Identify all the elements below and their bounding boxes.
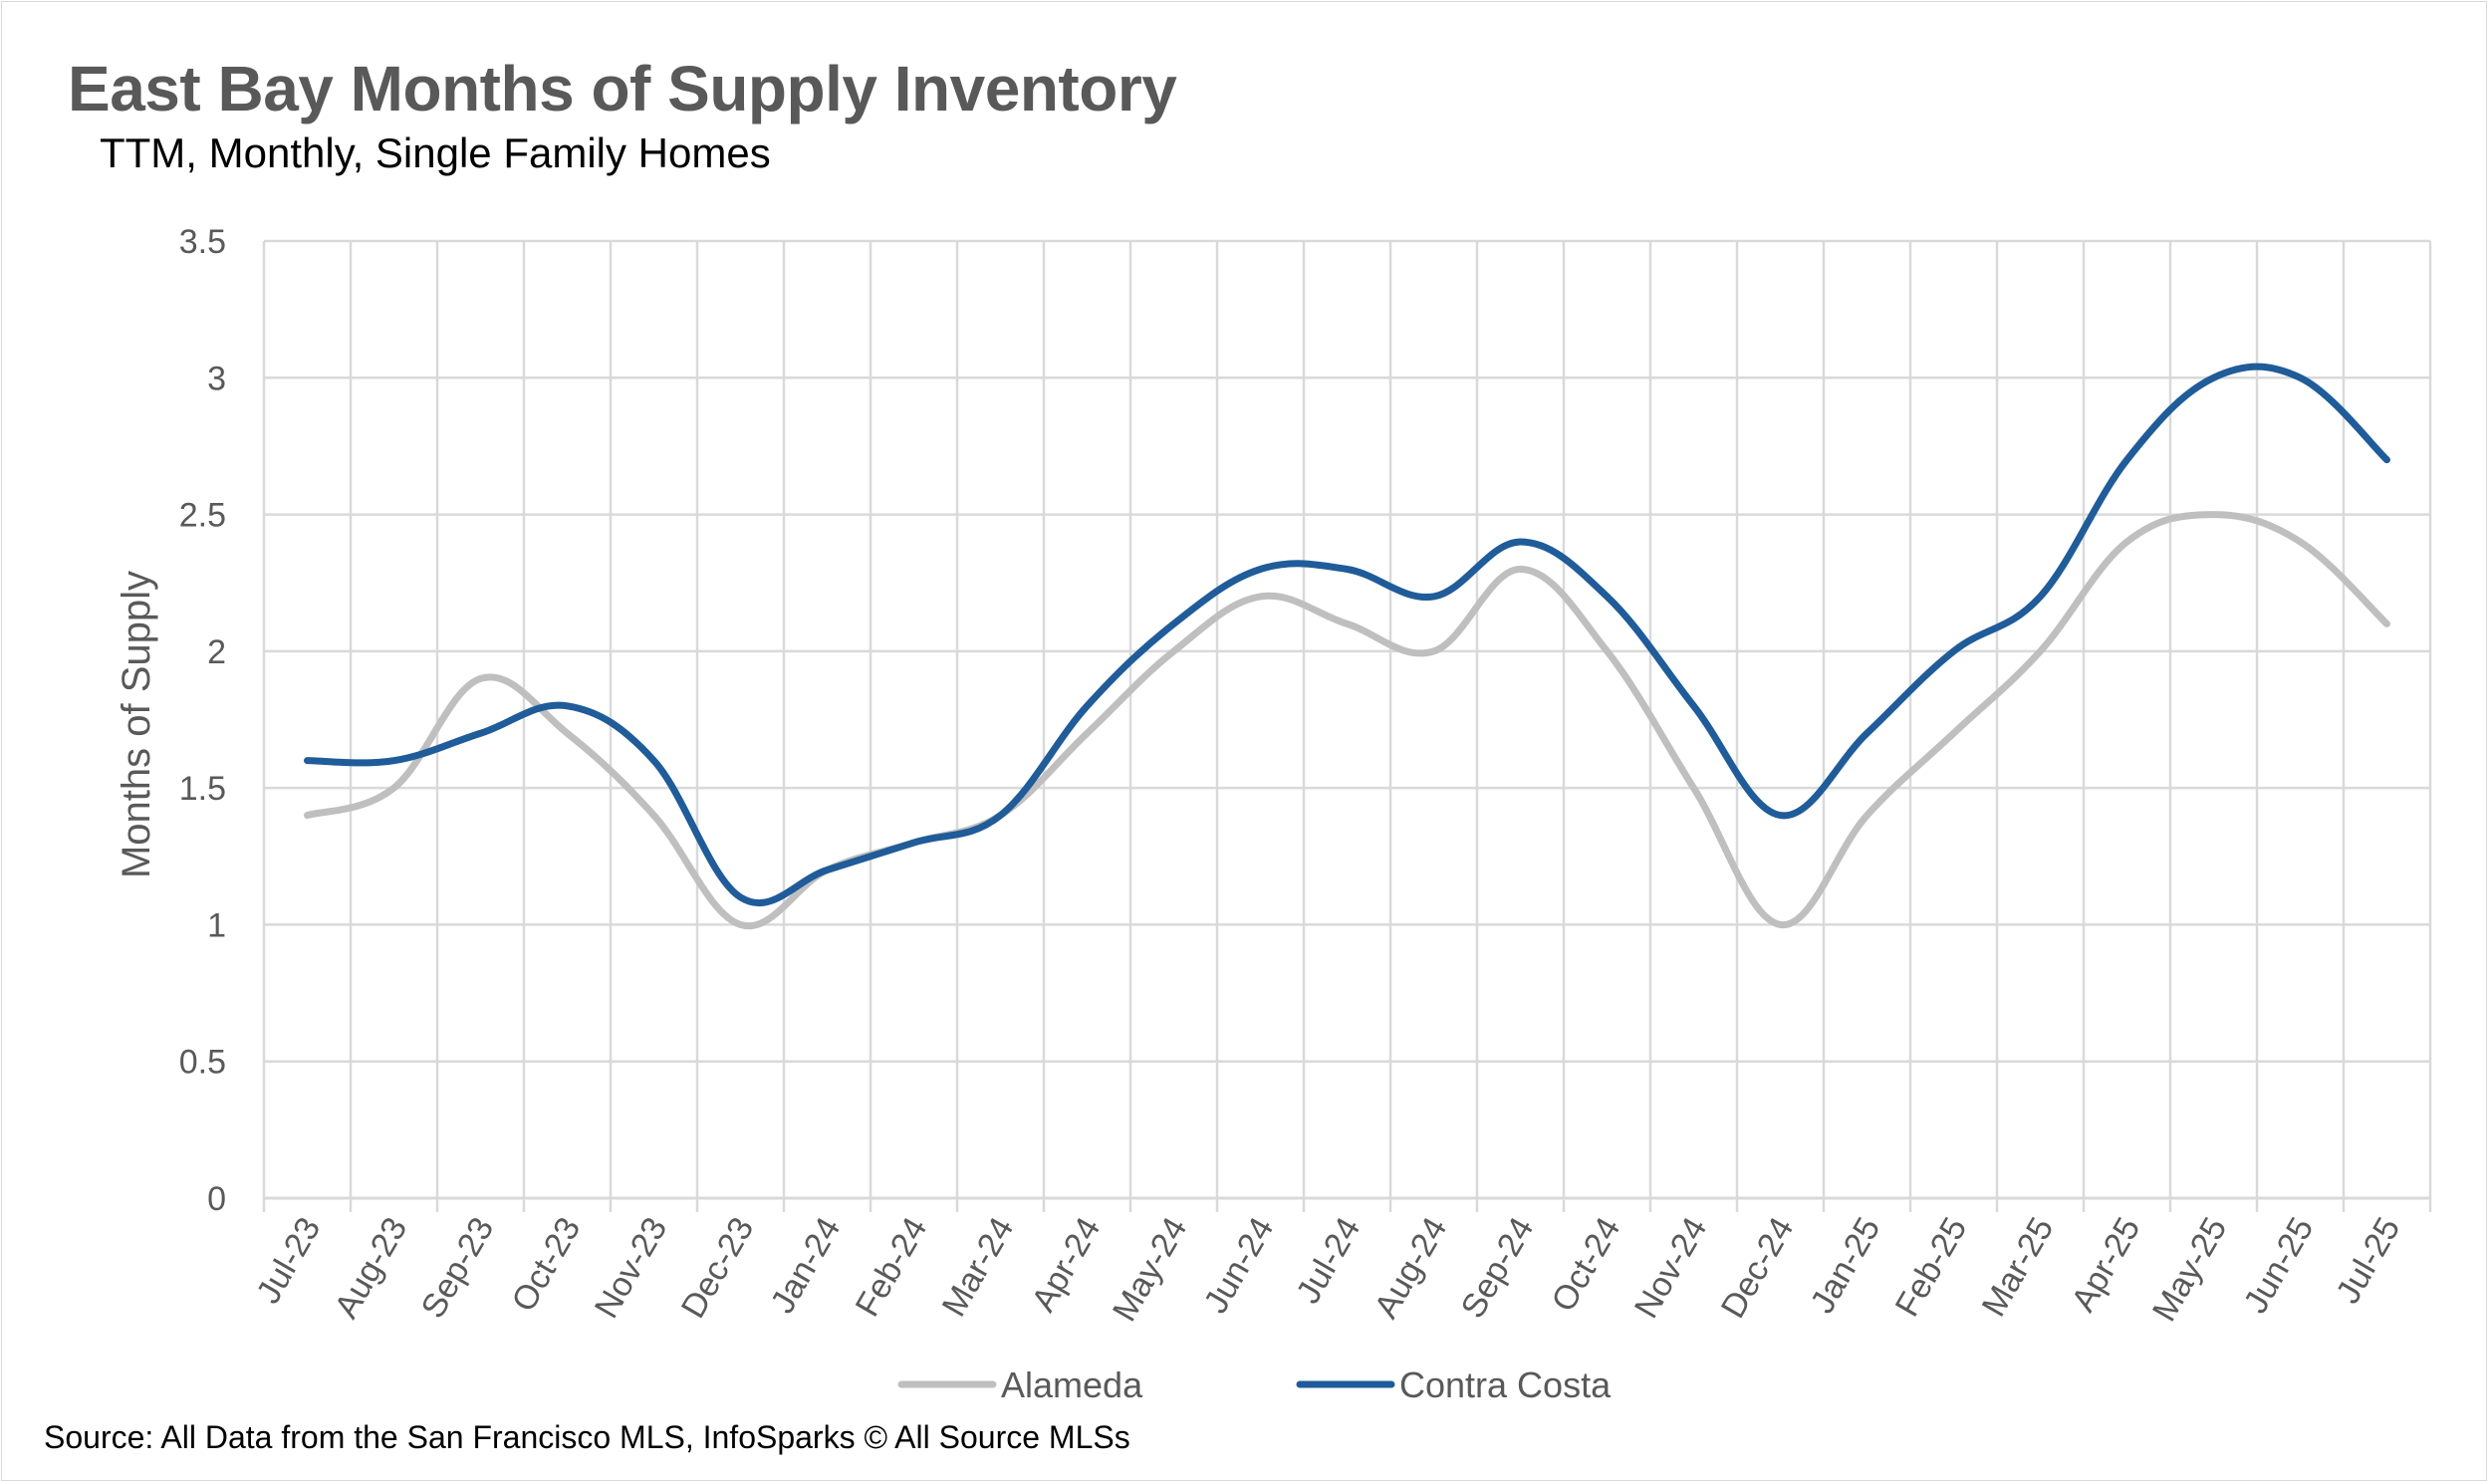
x-tick-label: Feb-24 <box>849 1211 935 1323</box>
x-tick-label: Jan-25 <box>1804 1211 1888 1320</box>
y-tick-label: 0.5 <box>179 1044 226 1082</box>
x-tick-label: Sep-24 <box>1454 1211 1542 1325</box>
y-tick-label: 1.5 <box>179 770 226 808</box>
y-tick-label: 0 <box>207 1180 226 1218</box>
x-tick-label: Aug-24 <box>1368 1211 1455 1325</box>
grid-lines <box>262 239 2432 1198</box>
x-tick-label: Jul-24 <box>1289 1211 1368 1310</box>
x-tick-label: Jul-25 <box>2329 1211 2407 1310</box>
series-line-contra-costa <box>304 363 2390 907</box>
x-tick-label: Mar-24 <box>935 1211 1022 1323</box>
y-axis-title: Months of Supply <box>115 571 158 878</box>
x-tick-label: Oct-23 <box>504 1211 588 1318</box>
source-note: Source: All Data from the San Francisco … <box>44 1419 1130 1455</box>
x-tick-label: Dec-24 <box>1714 1211 1802 1325</box>
y-tick-label: 2 <box>207 633 226 671</box>
x-tick-label: Jul-23 <box>249 1211 328 1310</box>
x-tick-label: Jun-24 <box>1197 1211 1282 1320</box>
x-tick-label: Mar-25 <box>1975 1211 2062 1323</box>
x-tick-label: Apr-25 <box>2064 1211 2147 1318</box>
x-tick-label: Aug-23 <box>328 1211 415 1325</box>
x-tick-label: May-24 <box>1106 1211 1195 1328</box>
x-tick-label: Nov-24 <box>1627 1211 1715 1325</box>
series-lines <box>304 363 2390 930</box>
x-tick-label: May-25 <box>2145 1211 2235 1328</box>
x-tick-label: Jun-25 <box>2237 1211 2322 1320</box>
chart-title: East Bay Months of Supply Inventory <box>68 53 1177 124</box>
x-tick-label: Feb-25 <box>1888 1211 1975 1323</box>
y-tick-label: 3.5 <box>179 223 226 261</box>
chart-subtitle: TTM, Monthly, Single Family Homes <box>100 129 771 176</box>
y-tick-label: 3 <box>207 360 226 397</box>
legend: Alameda Contra Costa <box>897 1364 1612 1405</box>
x-tick-label: Jan-24 <box>764 1211 849 1320</box>
legend-label-contra-costa: Contra Costa <box>1399 1364 1612 1405</box>
series-line-alameda <box>304 511 2390 930</box>
x-tick-label: Apr-24 <box>1024 1211 1108 1318</box>
y-tick-label: 1 <box>207 906 226 944</box>
y-tick-label: 2.5 <box>179 497 226 535</box>
legend-label-alameda: Alameda <box>1001 1364 1143 1405</box>
x-tick-label: Oct-24 <box>1544 1211 1627 1318</box>
x-tick-label: Dec-23 <box>674 1211 762 1325</box>
x-tick-label: Sep-23 <box>414 1211 502 1325</box>
x-tick-label: Nov-23 <box>588 1211 675 1325</box>
